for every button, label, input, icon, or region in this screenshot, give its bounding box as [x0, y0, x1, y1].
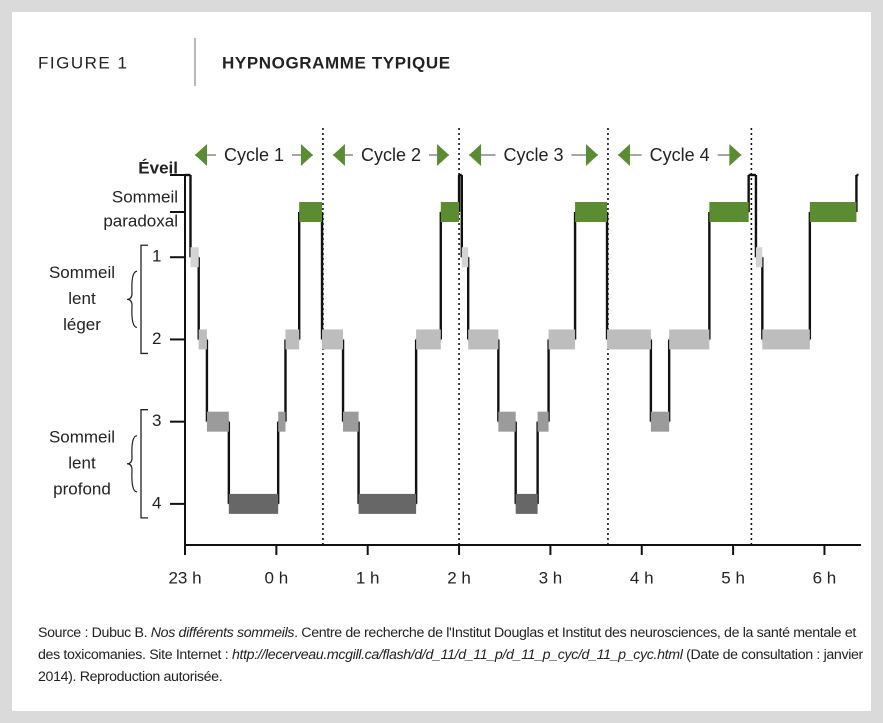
cycle-label: Cycle 2 — [361, 145, 421, 165]
stage-block — [468, 329, 499, 350]
stage-block — [299, 202, 323, 222]
cycle-label: Cycle 4 — [650, 145, 710, 165]
stage-block — [669, 329, 710, 350]
stage-block — [809, 202, 857, 222]
cycle-arrow-left — [332, 144, 345, 166]
stage-block — [709, 202, 749, 222]
group-label: lent — [68, 289, 96, 308]
source-note: Source : Dubuc B. Nos différents sommeil… — [38, 622, 874, 688]
stage-block — [575, 202, 608, 222]
y-tick-label: 2 — [152, 329, 161, 348]
stage-block — [206, 411, 229, 432]
stage-block — [537, 411, 549, 432]
source-italic: Nos différents sommeils — [150, 625, 295, 641]
y-tick-label: 4 — [152, 493, 161, 512]
stage-block — [762, 329, 810, 350]
cycle-label-bg — [495, 143, 572, 167]
stage-block — [228, 493, 279, 514]
cycle-arrow-right — [300, 144, 313, 166]
cycle-arrow-right — [585, 144, 598, 166]
y-tick-label: 3 — [152, 411, 161, 430]
group-label: lent — [68, 453, 96, 472]
cycle-label: Cycle 1 — [224, 145, 284, 165]
stage-block — [278, 411, 286, 432]
group-label: Sommeil — [49, 263, 115, 282]
x-tick-label: 6 h — [813, 568, 837, 587]
stage-block — [515, 493, 538, 514]
cycle-arrow-left — [195, 144, 207, 166]
x-tick-label: 5 h — [721, 568, 745, 587]
source-text: . Centre de recherche de l'Institut Doug… — [38, 625, 856, 663]
group-bracket — [140, 244, 148, 355]
source-italic: http://lecerveau.mcgill.ca/flash/d/d_11/… — [231, 647, 683, 663]
x-tick-label: 2 h — [447, 568, 471, 587]
figure-card — [12, 12, 871, 711]
stage-block — [322, 329, 344, 350]
x-tick-label: 23 h — [168, 568, 201, 587]
stage-block — [285, 329, 300, 350]
group-label: profond — [53, 479, 111, 498]
stage-block — [440, 202, 460, 222]
group-brace — [126, 435, 138, 493]
stage-block — [343, 411, 359, 432]
cycle-label-bg — [352, 143, 429, 167]
stage-block — [548, 329, 576, 350]
y-tick-label: Sommeil — [112, 187, 178, 206]
source-text: (Date de consultation : janvier 2014). R… — [38, 647, 863, 685]
cycle-label-bg — [215, 143, 292, 167]
stage-blocks — [190, 202, 857, 514]
group-label: Sommeil — [49, 427, 115, 446]
x-tick-label: 1 h — [356, 568, 380, 587]
cycle-arrow-left — [617, 144, 630, 166]
source-text: Source : Dubuc B. — [38, 625, 151, 641]
x-tick-label: 3 h — [539, 568, 563, 587]
cycle-arrow-left — [469, 144, 482, 166]
group-bracket — [140, 409, 148, 519]
cycle-arrow-right — [729, 144, 742, 166]
stage-block — [498, 411, 516, 432]
stage-block — [607, 329, 651, 350]
y-tick-label: Éveil — [138, 158, 178, 177]
cycle-label: Cycle 3 — [503, 145, 563, 165]
chart-title: HYPNOGRAMME TYPIQUE — [222, 53, 451, 72]
group-brace — [126, 270, 138, 329]
group-label: léger — [63, 315, 101, 334]
stage-block — [198, 329, 207, 350]
cycle-label-bg — [641, 143, 718, 167]
x-tick-label: 0 h — [265, 568, 289, 587]
stage-block — [416, 329, 441, 350]
chart: FIGURE 1 HYPNOGRAMME TYPIQUE Éveil Sommei… — [38, 38, 861, 587]
stage-block — [755, 247, 763, 268]
x-tick-label: 4 h — [630, 568, 654, 587]
y-tick-label: 1 — [152, 247, 161, 266]
stage-block — [650, 411, 670, 432]
cycle-arrow-right — [437, 144, 450, 166]
stage-block — [190, 247, 199, 268]
stage-block — [461, 247, 469, 268]
y-tick-label: paradoxal — [103, 211, 178, 230]
stage-block — [358, 493, 417, 514]
figure-number: FIGURE 1 — [38, 53, 128, 72]
